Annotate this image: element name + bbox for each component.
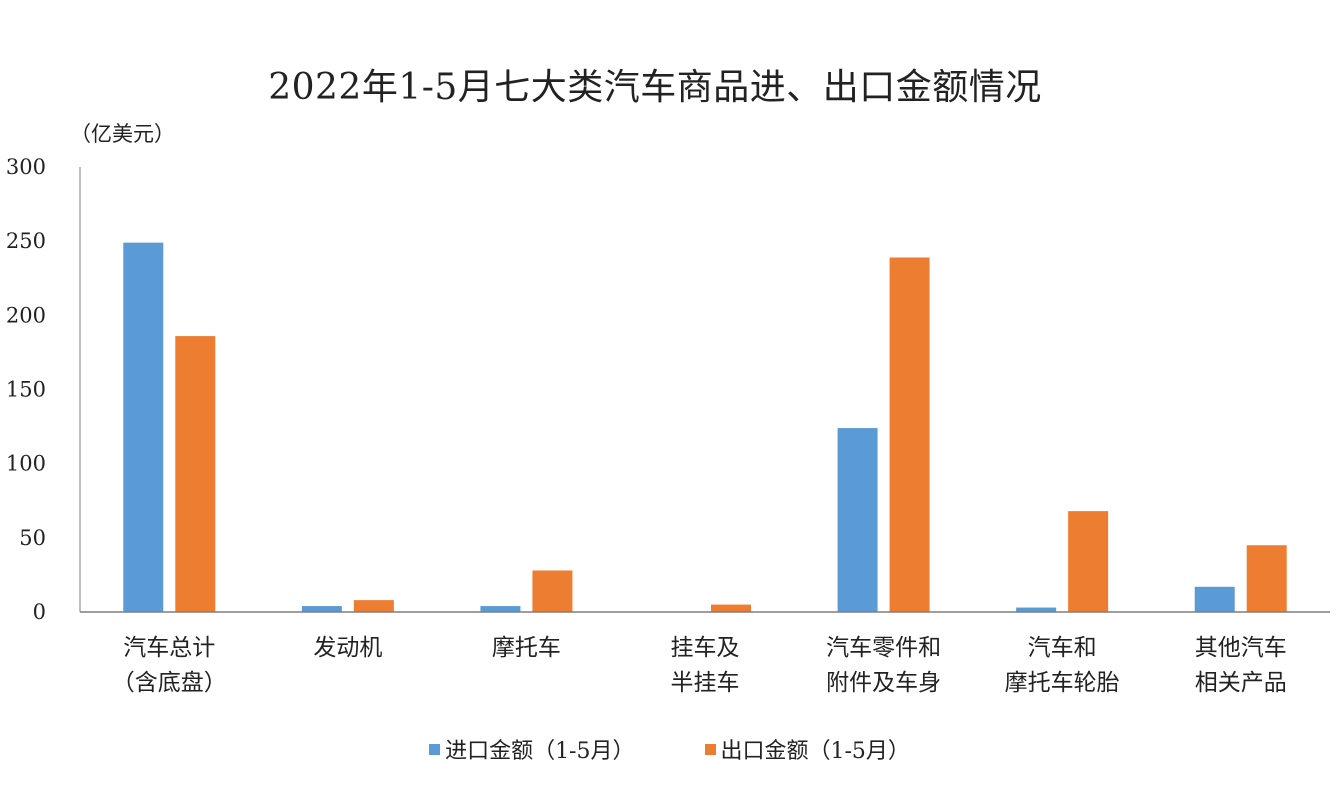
bar-export: [1246, 545, 1287, 612]
y-axis-unit-label: （亿美元）: [70, 122, 175, 146]
legend-swatch-export: [704, 743, 716, 755]
chart-title: 2022年1-5月七大类汽车商品进、出口金额情况: [268, 67, 1042, 108]
bar-import: [1016, 607, 1057, 612]
x-category-label: 相关产品: [1195, 670, 1287, 696]
bar-export: [175, 336, 216, 612]
legend-item-import: 进口金额（1-5月）: [429, 733, 635, 765]
x-category-label: 挂车及: [671, 635, 740, 661]
legend-label-import: 进口金额（1-5月）: [445, 739, 635, 764]
legend-label-export: 出口金额（1-5月）: [720, 739, 910, 764]
bar-import: [480, 606, 521, 612]
legend: 进口金额（1-5月） 出口金额（1-5月）: [0, 733, 1339, 765]
x-category-label: 附件及车身: [826, 670, 941, 696]
y-tick-label: 300: [6, 155, 46, 179]
x-category-label: 摩托车轮胎: [1005, 670, 1120, 696]
bar-export: [353, 600, 394, 612]
legend-item-export: 出口金额（1-5月）: [704, 733, 910, 765]
bar-export: [711, 604, 751, 612]
bar-import: [123, 242, 164, 612]
bar-export: [532, 570, 573, 612]
x-category-label: 汽车零件和: [826, 635, 941, 661]
y-tick-label: 200: [6, 303, 46, 327]
x-category-label: （含底盘）: [112, 670, 227, 696]
bar-export: [1068, 511, 1109, 612]
x-category-label: 摩托车: [492, 635, 561, 661]
bar-import: [1194, 586, 1235, 612]
bar-export: [889, 257, 930, 612]
x-category-label: 发动机: [313, 635, 382, 661]
x-category-label: 其他汽车: [1195, 635, 1287, 661]
y-tick-label: 0: [33, 600, 46, 624]
bar-import: [837, 428, 878, 612]
y-tick-label: 150: [6, 378, 46, 402]
x-category-label: 汽车总计: [123, 635, 215, 661]
bar-import: [301, 606, 342, 612]
y-tick-label: 100: [6, 452, 46, 476]
y-tick-label: 250: [6, 229, 46, 253]
x-category-label: 汽车和: [1028, 635, 1097, 661]
y-tick-label: 50: [19, 526, 46, 550]
x-category-label: 半挂车: [671, 670, 740, 696]
legend-swatch-import: [429, 743, 441, 755]
